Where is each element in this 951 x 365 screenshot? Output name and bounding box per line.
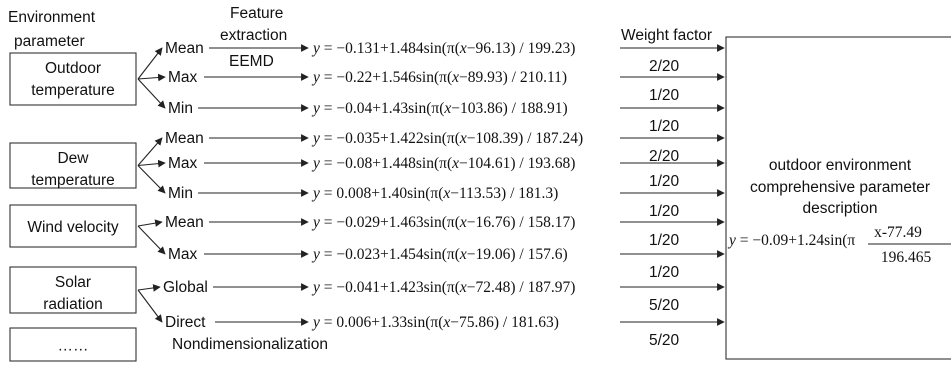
- feature-equation: y = −0.029+1.463sin(π(x−16.76) / 158.17): [311, 214, 575, 231]
- feature-label: Max: [168, 69, 198, 86]
- output-eq-numerator: x-77.49: [874, 224, 922, 241]
- weight-label: 1/20: [649, 118, 680, 135]
- weight-label: 1/20: [649, 264, 680, 281]
- feature-equation: y = 0.006+1.33sin(π(x−75.86) / 181.63): [311, 314, 559, 331]
- parameter-boxes: Outdoor temperature Dew temperature Wind vel…: [9, 52, 137, 362]
- header-eemd: EEMD: [229, 53, 274, 70]
- feature-label: Min: [168, 185, 193, 202]
- feature-equation: y = −0.04+1.43sin(π(x−103.86) / 188.91): [311, 100, 568, 117]
- feature-equation: y = −0.08+1.448sin(π(x−104.61) / 193.68): [311, 155, 575, 172]
- branch-arrow: [137, 159, 166, 168]
- feature-label: Min: [168, 100, 193, 117]
- feature-equation: y = −0.041+1.423sin(π(x−72.48) / 187.97): [311, 279, 575, 296]
- label-nondimensionalization: Nondimensionalization: [172, 336, 328, 353]
- header-feature: Feature: [230, 5, 283, 22]
- feature-equation: y = −0.131+1.484sin(π(x−96.13) / 199.23): [311, 40, 575, 57]
- output-line3: description: [803, 200, 878, 217]
- output-eq-denominator: 196.465: [881, 249, 932, 266]
- feature-label: Global: [163, 279, 208, 296]
- output-line1: outdoor environment: [769, 157, 912, 174]
- feature-label: Mean: [165, 214, 204, 231]
- parameter-box: [9, 142, 137, 189]
- branch-arrow: [137, 219, 163, 227]
- feature-label: Mean: [165, 40, 204, 57]
- parameter-label: Wind velocity: [27, 219, 119, 236]
- parameter-label: Solar: [55, 274, 91, 291]
- weight-label: 2/20: [649, 148, 680, 165]
- feature-label: Max: [168, 246, 198, 263]
- weight-label: 1/20: [649, 232, 680, 249]
- output-equation: y = −0.09+1.24sin(π x-77.49 196.465: [727, 224, 951, 266]
- branch-arrow: [137, 78, 166, 109]
- parameter-label: radiation: [43, 296, 102, 313]
- feature-label: Direct: [165, 314, 206, 331]
- branch-arrow: [137, 284, 161, 292]
- branch-arrow: [137, 73, 166, 82]
- weight-label: 2/20: [649, 58, 680, 75]
- output-eq-lhs: y = −0.09+1.24sin(π: [727, 232, 855, 249]
- header-environment: Environment: [8, 9, 96, 26]
- parameter-box: [9, 266, 137, 314]
- feature-equation: y = −0.22+1.546sin(π(x−89.93) / 210.11): [311, 69, 567, 86]
- header-extraction: extraction: [220, 27, 287, 44]
- feature-rows: y = −0.131+1.484sin(π(x−96.13) / 199.23)…: [198, 40, 725, 331]
- parameter-box: [9, 327, 137, 362]
- header-weight-factor: Weight factor: [621, 27, 712, 44]
- branch-arrow: [137, 289, 163, 323]
- weight-label: 1/20: [649, 173, 680, 190]
- feature-label: Mean: [165, 130, 204, 147]
- feature-equation: y = −0.035+1.422sin(π(x−108.39) / 187.24…: [311, 130, 583, 147]
- weight-label: 5/20: [649, 297, 680, 314]
- feature-equation: y = 0.008+1.40sin(π(x−113.53) / 181.3): [311, 185, 558, 202]
- branch-arrow: [137, 137, 163, 166]
- branch-arrow: [137, 165, 166, 194]
- output-box: [725, 36, 951, 360]
- weight-label: 5/20: [649, 332, 680, 349]
- parameter-label: temperature: [31, 82, 115, 99]
- weight-label: 1/20: [649, 203, 680, 220]
- parameter-box: [9, 52, 137, 106]
- weight-labels: 2/20 1/20 1/20 2/20 1/20 1/20 1/20 1/20 5/20 5/20: [649, 58, 680, 349]
- feature-equation: y = −0.023+1.454sin(π(x−19.06) / 157.6): [311, 246, 568, 263]
- feature-labels: Mean Max Min Mean Max Min Mean Max Global Direct: [163, 40, 208, 331]
- branch-arrow: [137, 225, 166, 255]
- parameter-label: Dew: [57, 150, 89, 167]
- output-line2: comprehensive parameter: [750, 179, 930, 196]
- parameter-label: temperature: [31, 172, 115, 189]
- parameter-label: Outdoor: [45, 60, 101, 77]
- header-parameter: parameter: [14, 33, 85, 50]
- branch-arrow: [137, 47, 163, 80]
- weight-label: 1/20: [649, 87, 680, 104]
- parameter-label: ……: [58, 338, 89, 355]
- feature-label: Max: [168, 155, 198, 172]
- branch-arrows: [137, 47, 166, 323]
- parameter-box: [9, 204, 137, 248]
